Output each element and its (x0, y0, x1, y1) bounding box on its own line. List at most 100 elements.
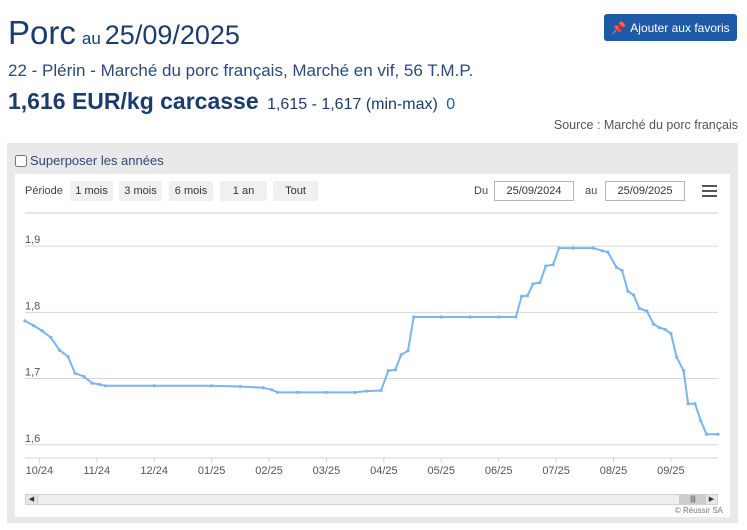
data-point[interactable] (40, 329, 44, 333)
data-point[interactable] (704, 432, 709, 436)
data-point[interactable] (557, 246, 561, 250)
period-1-month-button[interactable]: 1 mois (70, 181, 113, 201)
data-point[interactable] (614, 265, 619, 269)
scroll-thumb[interactable]: ||| (679, 495, 707, 504)
from-date-input[interactable] (494, 181, 574, 201)
x-tick-label: 07/25 (542, 465, 570, 477)
data-point[interactable] (57, 348, 62, 352)
period-3-months-button[interactable]: 3 mois (119, 181, 162, 201)
data-point[interactable] (386, 369, 390, 373)
data-point[interactable] (412, 315, 416, 319)
period-all-button[interactable]: Tout (273, 181, 318, 201)
price-variation[interactable]: 0 (446, 96, 456, 113)
data-point[interactable] (525, 294, 529, 298)
data-point[interactable] (551, 263, 555, 267)
current-price: 1,616 EUR/kg carcasse (8, 88, 259, 114)
data-point[interactable] (531, 282, 535, 286)
x-tick-label: 06/25 (485, 465, 513, 477)
x-tick-label: 01/25 (198, 465, 226, 477)
data-point[interactable] (468, 315, 472, 319)
page-title: Porc au 25/09/2025 (8, 14, 240, 52)
data-point[interactable] (544, 264, 548, 268)
data-point[interactable] (270, 388, 274, 392)
data-point[interactable] (497, 315, 501, 319)
data-point[interactable] (637, 306, 641, 310)
data-point[interactable] (652, 322, 656, 326)
data-point[interactable] (353, 390, 357, 394)
data-point[interactable] (32, 324, 36, 328)
data-point[interactable] (49, 335, 53, 340)
data-point[interactable] (682, 369, 686, 373)
quote-date: 25/09/2025 (104, 20, 240, 50)
data-point[interactable] (82, 375, 86, 379)
data-point[interactable] (626, 289, 630, 293)
data-point[interactable] (406, 349, 410, 353)
period-6-months-button[interactable]: 6 mois (169, 181, 213, 201)
x-tick-label: 03/25 (313, 465, 341, 477)
data-point[interactable] (606, 250, 610, 254)
chart-controls: Période 1 mois 3 mois 6 mois 1 an Tout D… (15, 174, 730, 210)
date-prefix: au (81, 29, 101, 48)
data-point[interactable] (669, 331, 673, 336)
period-1-year-button[interactable]: 1 an (220, 181, 267, 201)
data-point[interactable] (66, 355, 70, 359)
period-label: Période (25, 185, 63, 197)
data-point[interactable] (393, 368, 397, 372)
data-point[interactable] (693, 402, 697, 406)
price-series-points (23, 246, 720, 436)
y-tick-label: 1,9 (25, 234, 40, 246)
data-point[interactable] (620, 269, 624, 273)
data-point[interactable] (645, 309, 649, 313)
chart-scrollbar[interactable]: ◀ ||| ▶ (25, 494, 718, 505)
scroll-right-arrow[interactable]: ▶ (705, 495, 717, 504)
overlay-years-checkbox[interactable] (15, 154, 27, 167)
data-point[interactable] (324, 390, 328, 394)
data-point[interactable] (600, 249, 604, 253)
data-point[interactable] (73, 371, 77, 375)
data-point[interactable] (296, 390, 300, 394)
data-point[interactable] (365, 389, 369, 393)
to-label: au (585, 185, 598, 197)
data-point[interactable] (663, 327, 667, 332)
x-axis: 10/24 11/24 12/24 01/25 02/25 03/25 04/25 05/25… (25, 457, 718, 477)
data-point[interactable] (276, 390, 280, 394)
data-point[interactable] (699, 419, 703, 423)
data-point[interactable] (657, 326, 662, 330)
data-point[interactable] (261, 386, 265, 390)
data-point[interactable] (514, 315, 518, 319)
data-point[interactable] (439, 315, 443, 319)
data-point[interactable] (399, 353, 403, 357)
data-point[interactable] (210, 384, 214, 388)
data-point[interactable] (238, 384, 242, 389)
data-point[interactable] (686, 402, 690, 406)
source-text: Source : Marché du porc français (553, 118, 738, 132)
data-point[interactable] (591, 246, 596, 250)
x-tick-label: 09/25 (657, 465, 685, 477)
add-favorite-button[interactable]: 📌 Ajouter aux favoris (604, 14, 737, 41)
data-point[interactable] (520, 294, 524, 298)
chart-panel: Superposer les années Période 1 mois 3 m… (7, 143, 738, 523)
chart-container: Période 1 mois 3 mois 6 mois 1 an Tout D… (15, 174, 730, 517)
data-point[interactable] (90, 381, 94, 385)
data-point[interactable] (571, 246, 575, 250)
y-tick-label: 1,7 (25, 367, 40, 379)
to-date-input[interactable] (605, 181, 685, 201)
data-point[interactable] (98, 382, 102, 387)
y-tick-label: 1,6 (25, 433, 40, 445)
data-point[interactable] (23, 319, 27, 323)
data-point[interactable] (103, 384, 107, 388)
data-point[interactable] (152, 384, 156, 388)
chart-credits: © Réussir SA (674, 506, 723, 515)
scroll-left-arrow[interactable]: ◀ (26, 495, 38, 504)
data-point[interactable] (632, 293, 636, 297)
data-point[interactable] (379, 388, 383, 393)
data-point[interactable] (675, 355, 679, 359)
overlay-years-option[interactable]: Superposer les années (15, 153, 164, 168)
y-tick-label: 1,8 (25, 300, 40, 312)
market-description: 22 - Plérin - Marché du porc français, M… (8, 61, 474, 80)
x-tick-label: 08/25 (600, 465, 628, 477)
y-grid (25, 245, 718, 446)
chart-menu-icon[interactable] (702, 185, 717, 198)
data-point[interactable] (538, 280, 542, 285)
data-point[interactable] (716, 432, 720, 436)
